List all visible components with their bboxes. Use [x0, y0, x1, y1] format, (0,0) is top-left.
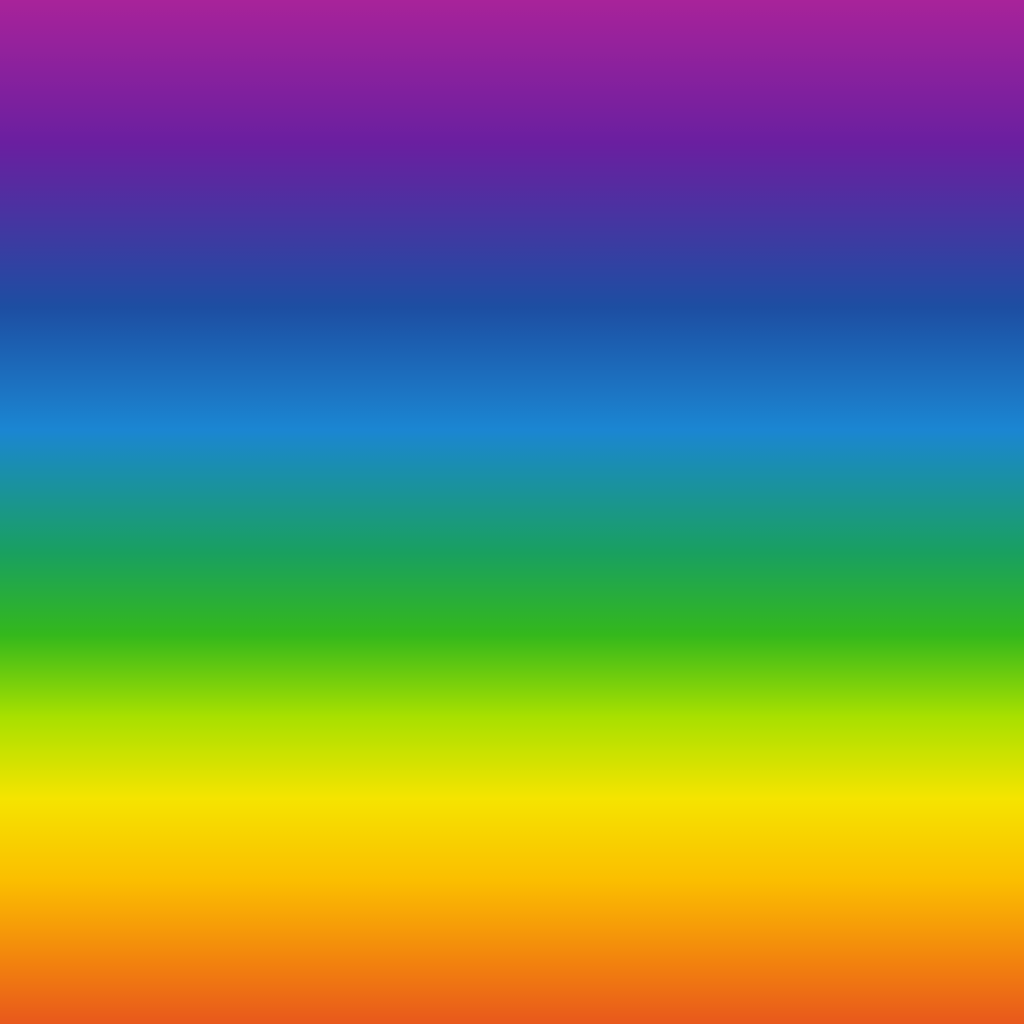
temperature-map[interactable] [0, 0, 1024, 1024]
map-base-wash [0, 0, 1024, 1024]
